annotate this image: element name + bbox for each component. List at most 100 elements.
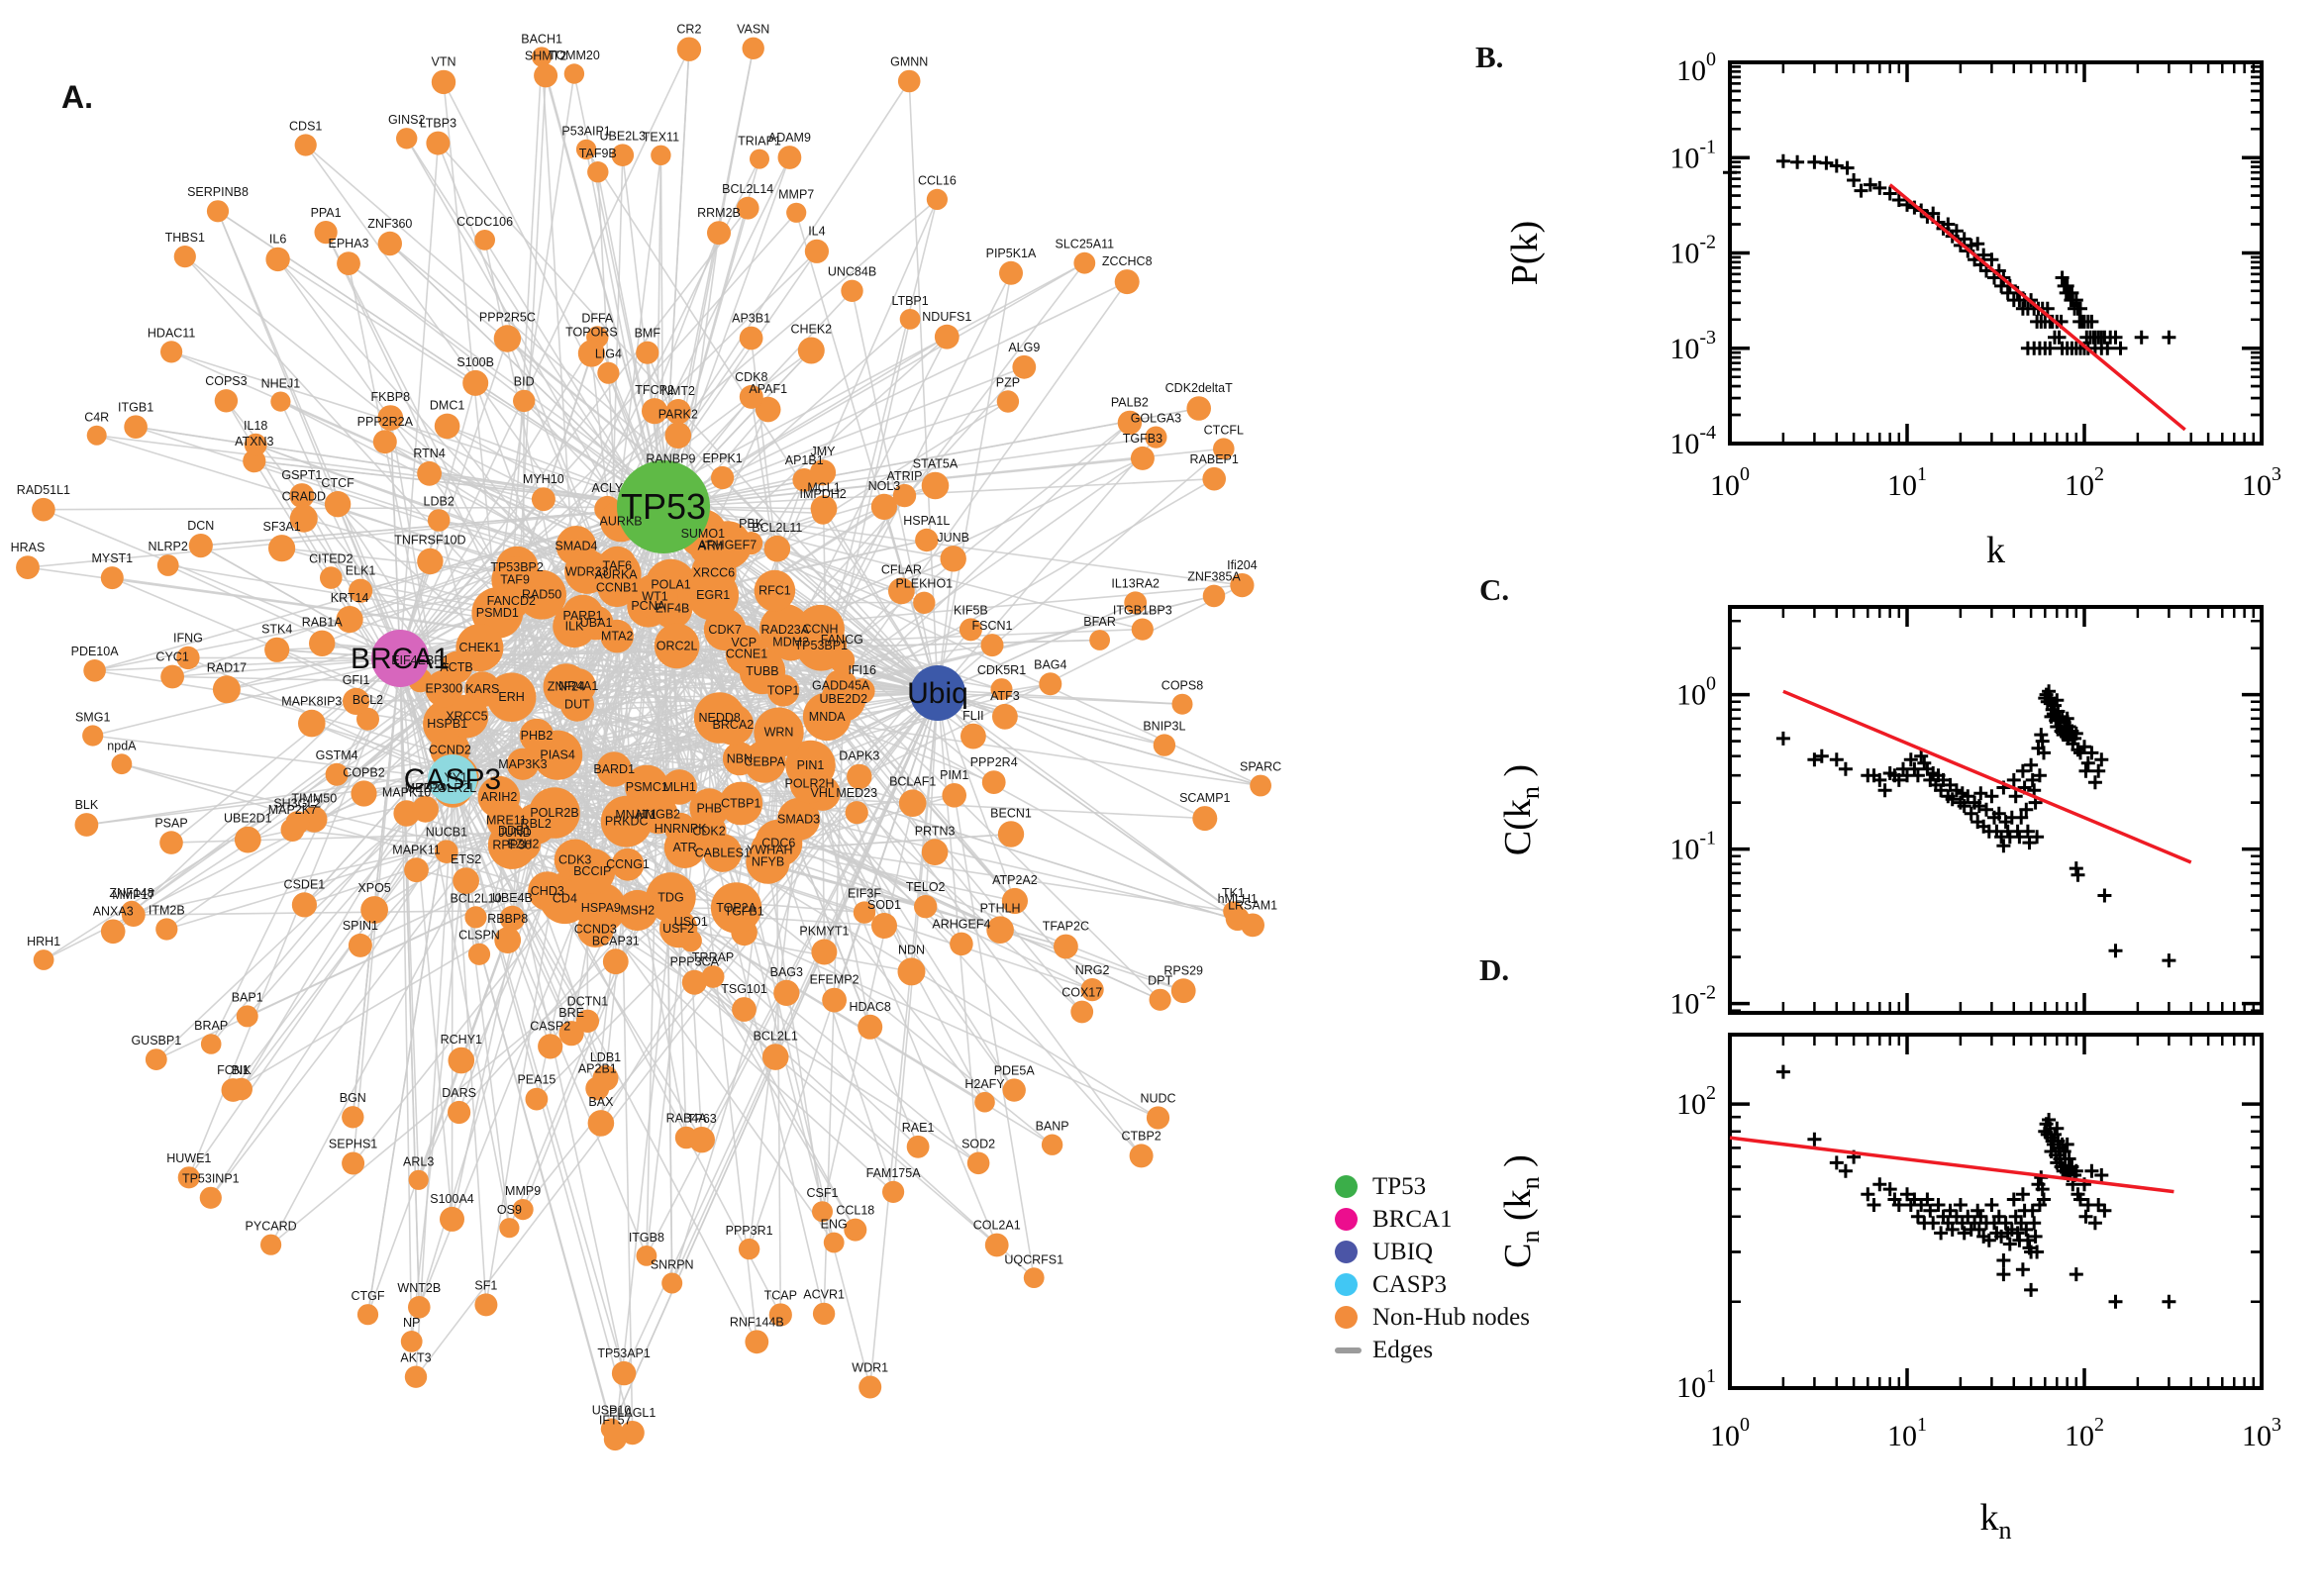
node-label: AP3B1: [732, 312, 770, 326]
node-label: RANBP9: [646, 451, 695, 465]
network-node: [1170, 978, 1196, 1004]
network-node: [812, 1302, 836, 1326]
node-label: MLH1: [663, 780, 696, 794]
node-label: RABEP1: [1190, 452, 1239, 466]
node-label: PTHLH: [980, 901, 1021, 915]
network-node: [464, 906, 487, 929]
network-node: [265, 247, 290, 272]
network-node: [569, 848, 616, 894]
network-node: [360, 896, 388, 924]
network-node: [506, 748, 539, 780]
node-label: HSPB1: [427, 717, 467, 731]
node-label: SCAMP1: [1179, 791, 1230, 805]
node-label: ARIH2: [480, 790, 517, 804]
network-node: [336, 606, 363, 634]
node-label: NBN: [727, 751, 753, 765]
hub-node-casp3: [428, 754, 477, 804]
node-label: RAD51L1: [17, 483, 70, 497]
node-label: C4R: [84, 411, 109, 425]
fit-line: [1729, 1136, 2174, 1194]
axis-ticks: [1730, 607, 2262, 1013]
network-node: [448, 1047, 475, 1074]
node-label: RNF144B: [730, 1316, 784, 1330]
network-node: [940, 546, 966, 572]
node-label: LTBP1: [891, 294, 928, 308]
node-label: JMY: [811, 445, 837, 458]
network-node: [1073, 251, 1096, 274]
node-label: USO1: [674, 915, 708, 929]
network-node: [600, 795, 653, 848]
node-label: MMP17: [112, 888, 154, 902]
network-node: [636, 341, 659, 364]
node-label: CDS1: [289, 119, 322, 133]
node-label: BID: [514, 375, 535, 389]
node-label: PRKDC: [605, 815, 649, 829]
node-label: ATRIP: [887, 469, 923, 483]
node-label: COPS8: [1162, 679, 1203, 693]
x-tick-label: 100: [1710, 463, 1750, 502]
network-node: [343, 687, 370, 716]
node-swatch-icon: [1335, 1208, 1358, 1231]
node-label: KIF5B: [954, 603, 988, 617]
node-label: HRH1: [27, 935, 60, 948]
node-label: CTGF: [351, 1289, 384, 1303]
node-label: DMC1: [430, 399, 464, 413]
node-label: RAE1: [902, 1121, 935, 1135]
network-node: [337, 251, 360, 275]
node-label: DFFA: [581, 311, 614, 325]
chart-d: 100 101 102 103 102 101 kn Cn (kn ): [1497, 1033, 2281, 1545]
node-label: OS9: [497, 1203, 522, 1217]
network-node: [160, 341, 183, 363]
node-label: MAP2K7: [268, 803, 317, 817]
y-tick-label: 10-3: [1669, 327, 1716, 365]
node-label: YWHAH: [747, 844, 793, 857]
x-axis-label: k: [1986, 530, 2005, 571]
network-node: [768, 1303, 792, 1327]
node-label: PBK: [739, 517, 764, 531]
x-tick-label: 103: [2242, 463, 2281, 502]
network-node: [1129, 1144, 1154, 1168]
network-node: [870, 493, 898, 520]
node-label: ACLY: [592, 481, 624, 495]
node-label: IL6: [269, 233, 286, 247]
network-node: [155, 918, 178, 941]
network-node: [1124, 591, 1148, 615]
node-label: SF1: [474, 1278, 497, 1292]
node-label: MED24: [405, 781, 447, 795]
network-graph: NEDD8 DDB1 PCNA CDK2 KARS CCNE1 CCND3 UBA1 CEBPA…: [11, 23, 1281, 1451]
network-node: [377, 231, 402, 256]
network-node: [532, 47, 553, 67]
node-label: GINS2: [388, 113, 426, 127]
network-node: [999, 260, 1023, 285]
node-label: MMP9: [505, 1184, 541, 1198]
node-label: PDE5A: [994, 1063, 1036, 1077]
network-node: [499, 905, 526, 932]
x-tick-label: 100: [1710, 1414, 1750, 1452]
network-node: [892, 483, 917, 508]
network-node: [529, 787, 580, 839]
node-swatch-icon: [1335, 1241, 1358, 1263]
network-node: [1186, 396, 1211, 421]
network-node: [1070, 1000, 1094, 1024]
node-label: ITGB1BP3: [1113, 604, 1172, 618]
network-node: [212, 675, 241, 704]
node-label: ACVR1: [803, 1288, 845, 1302]
node-label: hMLH1: [1218, 892, 1258, 906]
node-label: DARS: [442, 1086, 476, 1100]
node-label: TAF9B: [579, 147, 617, 160]
node-label: PPP3R1: [726, 1224, 773, 1238]
node-label: COPS3: [205, 374, 247, 388]
node-label: ENG: [821, 1218, 848, 1232]
node-label: YY1: [444, 770, 467, 784]
node-label: TP53AP1: [597, 1347, 651, 1360]
node-label: TDG: [657, 890, 683, 904]
network-node: [268, 535, 296, 562]
network-node: [899, 309, 921, 330]
node-label: FAM175A: [866, 1166, 922, 1180]
node-label: NRG2: [1075, 963, 1110, 977]
network-node: [897, 69, 921, 93]
node-label: WDR33: [565, 564, 609, 578]
node-label: TIMM50: [291, 791, 337, 805]
node-label: CCND2: [429, 743, 471, 756]
node-label: DDB1: [498, 824, 531, 838]
